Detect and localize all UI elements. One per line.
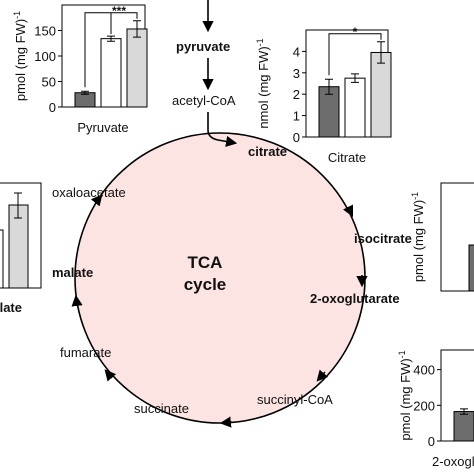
y-label-exponent: -1 (410, 192, 420, 200)
error-bar (81, 90, 89, 95)
arrow (104, 369, 117, 382)
metabolite-label: succinate (134, 401, 189, 416)
arrow (71, 294, 83, 307)
arrow (316, 369, 329, 382)
error-bar (107, 35, 115, 42)
y-tick-label: 150 (34, 24, 56, 39)
y-tick-label: 2 (293, 87, 300, 102)
y-tick-label: 50 (42, 75, 56, 90)
chart-frame (440, 349, 474, 442)
side-chart-right (440, 182, 474, 292)
error-bar (351, 73, 359, 83)
center-title: cycle (184, 275, 227, 294)
error-bar (325, 78, 333, 95)
metabolite-label: oxaloacetate (52, 185, 126, 200)
chart-label: Pyruvate (77, 120, 128, 135)
y-tick-label: 4 (293, 44, 300, 59)
metabolite-label: malate (52, 265, 93, 280)
significance-bracket (84, 12, 138, 88)
arrow (219, 416, 233, 428)
arrow (207, 112, 238, 147)
y-label: pmol (mg FW) (411, 200, 426, 282)
significance-label: *** (112, 4, 126, 18)
y-tick-label: 3 (293, 66, 300, 81)
arrow (90, 194, 103, 207)
chart-label: 2-oxoglutarate (432, 454, 474, 469)
y-tick-label: 0 (293, 130, 300, 145)
error-bar (133, 20, 141, 38)
bar (100, 38, 122, 108)
y-tick-label: 1 (293, 109, 300, 124)
bar (74, 92, 96, 108)
y-tick-label: 0 (428, 434, 435, 449)
bar (453, 411, 474, 442)
y-label: pmol (mg FW) (13, 19, 28, 101)
side-chart-label: Malate (0, 300, 22, 315)
metabolite-label: succinyl-CoA (257, 392, 333, 407)
chart-y-label: pmol (mg FW)-1 (397, 350, 413, 440)
y-tick-label: 100 (34, 49, 56, 64)
metabolite-label: citrate (248, 144, 287, 159)
chart-label: Citrate (328, 150, 366, 165)
significance-label: * (353, 25, 358, 39)
y-label-exponent: -1 (12, 11, 22, 19)
y-label-exponent: -1 (255, 38, 265, 46)
metabolite-label: isocitrate (354, 231, 412, 246)
y-label-exponent: -1 (397, 350, 407, 358)
side-chart-left (0, 182, 42, 289)
chart-y-label: pmol (mg FW)-1 (12, 11, 28, 101)
metabolite-label: 2-oxoglutarate (310, 291, 400, 306)
side-chart-y-label: pmol (mg FW)-1 (410, 192, 426, 282)
metabolite-label: fumarate (60, 345, 111, 360)
y-label: nmol (mg FW) (256, 46, 271, 128)
bar (370, 51, 392, 138)
bar (344, 77, 366, 138)
metabolite-label: acetyl-CoA (172, 93, 236, 108)
y-label: pmol (mg FW) (398, 358, 413, 440)
arrow (342, 204, 354, 218)
bar (126, 28, 148, 108)
y-tick-label: 0 (49, 100, 56, 115)
metabolite-label: pyruvate (176, 39, 230, 54)
error-bar (377, 41, 385, 64)
y-tick-label: 200 (413, 398, 435, 413)
y-tick-label: 400 (413, 363, 435, 378)
significance-bracket (328, 33, 382, 76)
chart-y-label: nmol (mg FW)-1 (255, 38, 271, 128)
error-bar (460, 408, 468, 415)
center-title: TCA (188, 253, 223, 272)
